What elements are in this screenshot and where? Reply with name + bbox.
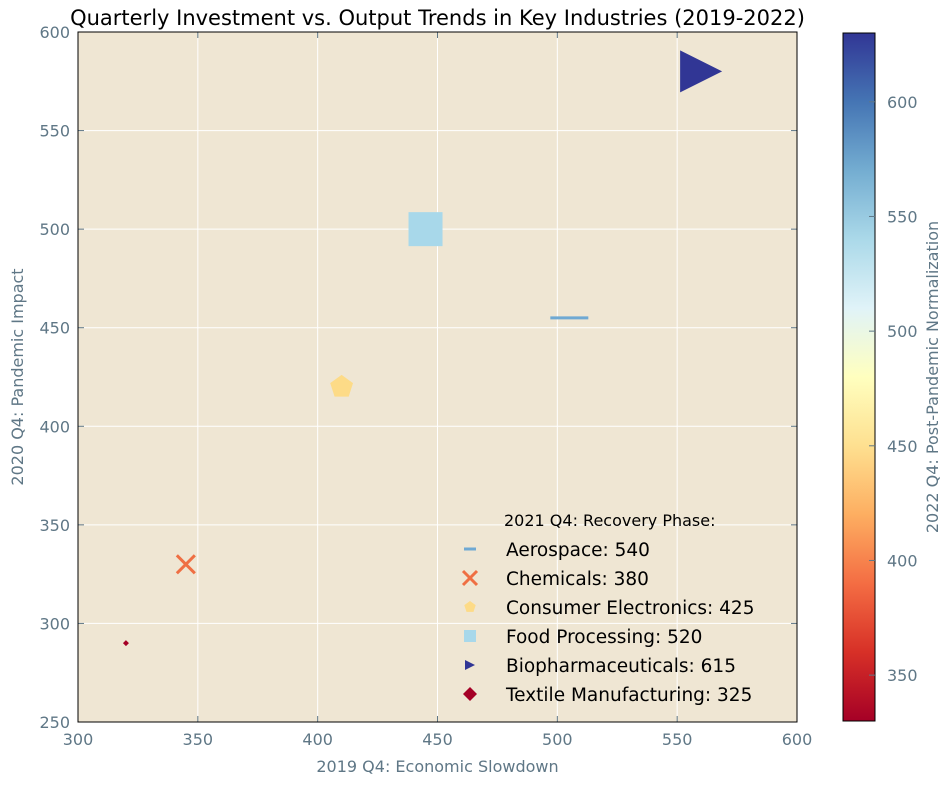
y-tick-label: 350 [39,516,70,535]
y-tick-label: 500 [39,220,70,239]
legend-entry-label: Food Processing: 520 [506,627,702,648]
y-tick-label: 250 [39,713,70,732]
x-axis-label: 2019 Q4: Economic Slowdown [316,757,558,776]
y-tick-label: 600 [39,23,70,42]
colorbar-tick-label: 350 [887,666,918,685]
legend-marker [464,601,476,612]
y-tick-label: 550 [39,122,70,141]
legend-marker [463,687,477,701]
legend: 2021 Q4: Recovery Phase: Aerospace: 540 C… [461,511,754,706]
colorbar-tick-label: 500 [887,322,918,341]
x-tick-label: 550 [662,730,693,749]
colorbar-tick-label: 600 [887,93,918,112]
legend-entry-label: Consumer Electronics: 425 [506,598,754,619]
legend-entry-label: Biopharmaceuticals: 615 [506,656,736,677]
data-point-textile-manufacturing [122,640,129,647]
colorbar-tick-label: 450 [887,437,918,456]
legend-marker [465,660,475,670]
legend-entry-label: Textile Manufacturing: 325 [505,685,752,706]
colorbar-label: 2022 Q4: Post-Pandemic Normalization [923,221,942,533]
colorbar: 2022 Q4: Post-Pandemic Normalization 350… [842,32,942,722]
y-tick-label: 300 [39,614,70,633]
data-point-consumer-electronics [330,374,353,397]
data-markers [122,50,723,647]
legend-marker [461,569,479,587]
legend-marker-stroke-b [461,569,479,587]
plot-frame [77,31,798,723]
y-tick-label: 400 [39,417,70,436]
data-point-food-processing [408,212,443,247]
colorbar-gradient [842,32,876,722]
x-tick-label: 400 [302,730,333,749]
data-point-biopharmaceuticals [680,50,723,93]
x-tick-label: 300 [63,730,94,749]
data-point-chemicals-stroke-b [175,554,196,575]
x-tick-label: 600 [782,730,813,749]
legend-entry-label: Aerospace: 540 [506,540,650,561]
colorbar-tick-label: 400 [887,551,918,570]
data-point-chemicals [175,554,196,575]
colorbar-tick-label: 550 [887,207,918,226]
legend-entry-label: Chemicals: 380 [506,569,649,590]
y-axis-label: 2020 Q4: Pandemic Impact [8,268,27,485]
y-tick-label: 450 [39,319,70,338]
x-tick-label: 500 [542,730,573,749]
chart-title: Quarterly Investment vs. Output Trends i… [70,6,805,30]
legend-marker [464,630,476,642]
x-tick-label: 350 [183,730,214,749]
legend-title: 2021 Q4: Recovery Phase: [504,511,716,530]
x-tick-label: 450 [422,730,453,749]
axis-ticks: 300 350 400 450 500 550 6002503003504004505005… [39,23,812,749]
